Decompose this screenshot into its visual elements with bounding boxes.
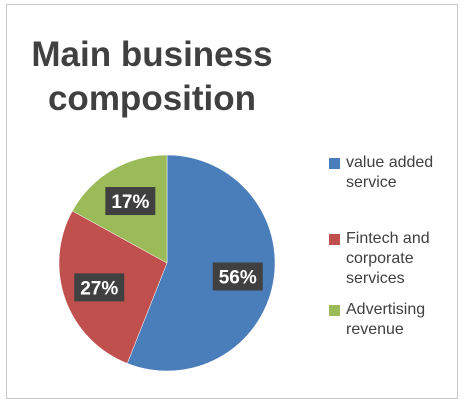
legend-swatch-advertising: [329, 305, 340, 316]
legend-label-advertising: Advertising revenue: [346, 301, 426, 338]
data-label-text-advertising: 17%: [111, 192, 149, 213]
data-label-box-value-added-service: [212, 262, 263, 291]
chart-title: Main business composition: [31, 35, 273, 118]
pie-chart: 56% 27% 17%: [58, 154, 276, 372]
legend-label-value-added-service: value added service: [346, 154, 434, 191]
legend-label-fintech: Fintech and corporate services: [346, 230, 430, 287]
data-label-advertising: 17%: [105, 187, 156, 216]
data-label-value-added-service: 56%: [212, 262, 263, 291]
data-label-text-value-added-service: 56%: [219, 267, 257, 288]
data-label-text-fintech: 27%: [80, 278, 118, 299]
legend-item-advertising: Advertising revenue: [329, 300, 461, 340]
chart-frame: Main business composition 56% 27% 17% valu…: [6, 4, 458, 399]
pie-slice-value-added-service: [126, 154, 276, 372]
legend-swatch-value-added-service: [329, 158, 340, 169]
data-label-fintech: 27%: [74, 273, 125, 302]
data-label-box-advertising: [105, 187, 156, 216]
legend-swatch-fintech: [329, 234, 340, 245]
legend-item-fintech: Fintech and corporate services: [329, 229, 461, 289]
data-label-box-fintech: [74, 273, 125, 302]
legend-item-value-added-service: value added service: [329, 153, 461, 193]
